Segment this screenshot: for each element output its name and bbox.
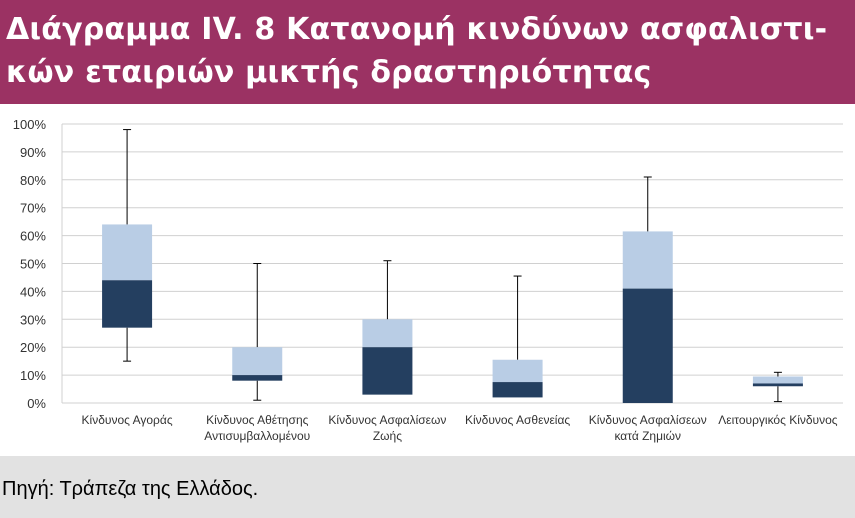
- x-tick-label: Αντισυμβαλλομένου: [204, 429, 310, 443]
- y-tick-label: 40%: [20, 284, 46, 299]
- x-tick-label: Κίνδυνος Ασθενείας: [465, 413, 570, 427]
- x-tick-label: Ζωής: [373, 429, 402, 443]
- x-tick-label: κατά Ζημιών: [614, 429, 681, 443]
- lower-box: [622, 288, 673, 403]
- box-group: [492, 275, 543, 398]
- x-tick-label: Κίνδυνος Αθέτησης: [206, 413, 309, 427]
- box-group: [362, 260, 413, 395]
- chart-title-line-1: Διάγραμμα IV. 8 Κατανομή κινδύνων ασφαλι…: [6, 12, 828, 47]
- upper-box: [102, 224, 153, 281]
- footer-bar: [0, 456, 855, 518]
- x-tick-label: Λειτουργικός Κίνδυνος: [718, 413, 838, 427]
- upper-box: [362, 319, 413, 348]
- lower-box: [752, 383, 803, 387]
- box-group: [232, 263, 283, 401]
- box-group: [752, 371, 803, 403]
- box-series: [102, 129, 803, 403]
- y-tick-label: 80%: [20, 173, 46, 188]
- source-note: Πηγή: Τράπεζα της Ελλάδος.: [2, 478, 259, 500]
- lower-box: [232, 375, 283, 381]
- y-tick-label: 0%: [27, 396, 46, 411]
- box-group: [102, 129, 153, 362]
- x-axis-labels: Κίνδυνος Αγοράς Κίνδυνος Αθέτησης Αντισυμβ…: [82, 413, 838, 443]
- y-tick-label: 70%: [20, 201, 46, 216]
- x-tick-label: Κίνδυνος Αγοράς: [82, 413, 173, 427]
- upper-box: [232, 347, 283, 376]
- y-axis-ticks: 0% 10% 20% 30% 40% 50% 60% 70% 80% 90% 100%: [13, 117, 47, 411]
- x-tick-label: Κίνδυνος Ασφαλίσεων: [589, 413, 707, 427]
- chart-title-line-2: κών εταιριών μικτής δραστηριότητας: [6, 55, 652, 90]
- box-plot-chart: 0% 10% 20% 30% 40% 50% 60% 70% 80% 90% 100% Κίνδυν…: [13, 117, 843, 443]
- lower-box: [102, 280, 153, 328]
- gridlines: [61, 123, 843, 404]
- y-tick-label: 50%: [20, 257, 46, 272]
- y-tick-label: 90%: [20, 145, 46, 160]
- chart-area: 0% 10% 20% 30% 40% 50% 60% 70% 80% 90% 100% Κίνδυν…: [0, 107, 855, 454]
- x-tick-label: Κίνδυνος Ασφαλίσεων: [328, 413, 446, 427]
- y-tick-label: 10%: [20, 368, 46, 383]
- upper-box: [752, 376, 803, 384]
- upper-box: [622, 231, 673, 289]
- upper-box: [492, 359, 543, 383]
- lower-box: [492, 382, 543, 398]
- box-group: [622, 176, 673, 403]
- title-banner: Διάγραμμα IV. 8 Κατανομή κινδύνων ασφαλι…: [0, 0, 855, 104]
- lower-box: [362, 347, 413, 395]
- y-tick-label: 60%: [20, 229, 46, 244]
- y-tick-label: 20%: [20, 340, 46, 355]
- y-tick-label: 100%: [13, 117, 47, 132]
- y-tick-label: 30%: [20, 312, 46, 327]
